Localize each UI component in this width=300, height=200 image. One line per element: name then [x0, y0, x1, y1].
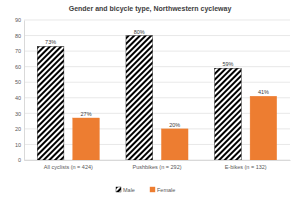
- bar: [37, 46, 64, 160]
- x-axis-line: [25, 160, 291, 161]
- y-tick: 40: [15, 95, 24, 101]
- title: Gender and bicycle type, Northwestern cy…: [69, 5, 232, 13]
- bar: [126, 36, 153, 160]
- data-labels: 73% 80% 59% 27% 20% 41%: [45, 29, 269, 128]
- data-label: 27%: [81, 111, 92, 117]
- x-tick: E-bikes (n = 132): [225, 160, 267, 170]
- y-axis-line: [24, 21, 25, 161]
- chart: Gender and bicycle type, Northwestern cy…: [0, 0, 300, 200]
- legend: Male Female: [116, 187, 175, 193]
- grid: [24, 20, 290, 160]
- y-tick: 50: [15, 79, 24, 85]
- data-label: 41%: [258, 89, 269, 95]
- bars: [37, 36, 276, 160]
- y-tick: 90: [15, 17, 24, 23]
- y-tick: 70: [15, 48, 24, 54]
- y-tick-label: 80: [15, 33, 21, 39]
- bar: [250, 96, 277, 160]
- y-tick-label: 20: [15, 126, 21, 132]
- x-tick: Pushbikes (n = 292): [132, 160, 181, 170]
- y-tick-label: 30: [15, 111, 21, 117]
- y-tick: 10: [15, 142, 24, 148]
- legend-label: Female: [157, 187, 175, 193]
- y-tick-label: 70: [15, 48, 21, 54]
- y-tick-label: 40: [15, 95, 21, 101]
- y-axis: 0 10 20 30 40 50 60 70 80 90: [15, 17, 25, 163]
- x-tick-label: All cyclists (n = 424): [44, 164, 93, 170]
- legend-swatch: [116, 187, 121, 192]
- plot: 0 10 20 30 40 50 60 70 80 90 All cyclists (n = 424…: [15, 17, 291, 170]
- bar: [215, 68, 242, 160]
- legend-item: Female: [150, 187, 175, 193]
- grid-line: [24, 20, 290, 21]
- x-tick: All cyclists (n = 424): [44, 160, 93, 170]
- legend-item: Male: [116, 187, 135, 193]
- legend-swatch: [150, 187, 155, 192]
- y-tick: 20: [15, 126, 24, 132]
- bar: [73, 118, 100, 160]
- x-tick-label: Pushbikes (n = 292): [132, 164, 181, 170]
- grid-line: [24, 35, 290, 36]
- y-tick: 80: [15, 33, 24, 39]
- y-tick: 30: [15, 111, 24, 117]
- x-tick-label: E-bikes (n = 132): [225, 164, 267, 170]
- y-tick-label: 50: [15, 79, 21, 85]
- y-tick-label: 0: [18, 157, 21, 163]
- y-tick-label: 60: [15, 64, 21, 70]
- legend-label: Male: [123, 187, 135, 193]
- data-label: 73%: [45, 39, 56, 45]
- data-label: 80%: [134, 29, 145, 35]
- bar: [161, 129, 188, 160]
- y-tick: 0: [18, 157, 24, 163]
- x-axis: All cyclists (n = 424) Pushbikes (n = 292…: [25, 160, 291, 170]
- data-label: 59%: [222, 61, 233, 67]
- y-tick-label: 10: [15, 142, 21, 148]
- y-tick-label: 90: [15, 17, 21, 23]
- y-tick: 60: [15, 64, 24, 70]
- data-label: 20%: [169, 122, 180, 128]
